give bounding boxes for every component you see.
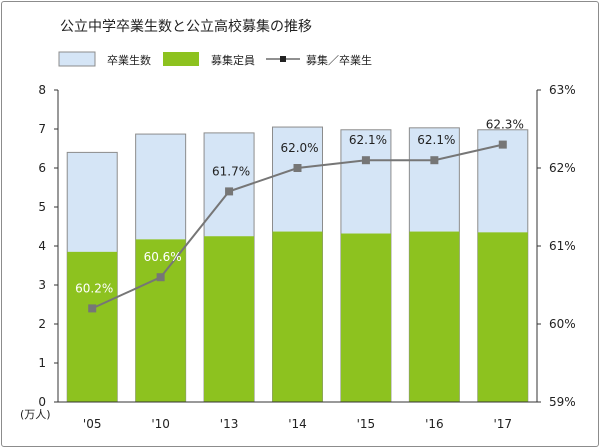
y-left-tick-label: 7 bbox=[38, 122, 46, 136]
x-tick-label: '05 bbox=[83, 417, 102, 431]
line-point-ratio bbox=[156, 273, 165, 282]
legend-label-capacity: 募集定員 bbox=[211, 53, 255, 67]
line-point-ratio bbox=[88, 304, 97, 313]
data-label-ratio: 62.0% bbox=[280, 141, 318, 155]
y-right-tick-label: 63% bbox=[549, 83, 576, 97]
bar-capacity bbox=[204, 236, 255, 402]
bar-capacity bbox=[340, 233, 391, 402]
bar-capacity bbox=[67, 251, 118, 402]
legend-swatch-graduates bbox=[58, 51, 96, 67]
y-left-tick-label: 5 bbox=[38, 200, 46, 214]
line-point-ratio bbox=[498, 140, 507, 149]
bar-capacity bbox=[135, 239, 186, 402]
x-tick-label: '10 bbox=[151, 417, 170, 431]
data-label-ratio: 60.2% bbox=[75, 281, 113, 295]
data-label-ratio: 62.3% bbox=[486, 118, 524, 132]
bar-capacity bbox=[477, 232, 528, 402]
line-point-ratio bbox=[225, 187, 234, 196]
y-left-tick-label: 3 bbox=[38, 278, 46, 292]
y-left-tick-label: 6 bbox=[38, 161, 46, 175]
data-label-ratio: 62.1% bbox=[417, 133, 455, 147]
bar-capacity bbox=[272, 231, 323, 402]
data-label-ratio: 61.7% bbox=[212, 164, 250, 178]
x-tick-label: '14 bbox=[288, 417, 307, 431]
y-right-tick-label: 60% bbox=[549, 317, 576, 331]
legend-label-graduates: 卒業生数 bbox=[107, 53, 151, 67]
data-label-ratio: 62.1% bbox=[349, 133, 387, 147]
y-right-tick-label: 59% bbox=[549, 395, 576, 409]
legend-swatch-capacity bbox=[163, 52, 199, 66]
x-tick-label: '13 bbox=[220, 417, 239, 431]
y-left-tick-label: 1 bbox=[38, 356, 46, 370]
plot-area: 0 1 2 3 4 5 6 7 8 59% 60% 61% 62% 63% '05 '10 '13 '14 '15 '… bbox=[38, 83, 575, 431]
line-point-ratio bbox=[361, 156, 370, 165]
y-left-tick-label: 2 bbox=[38, 317, 46, 331]
legend-label-ratio: 募集／卒業生 bbox=[306, 53, 372, 67]
legend: 卒業生数 募集定員 募集／卒業生 bbox=[58, 51, 372, 67]
y-left-unit: (万人) bbox=[20, 408, 51, 421]
x-tick-label: '15 bbox=[357, 417, 376, 431]
legend-marker-ratio bbox=[280, 56, 286, 62]
data-label-ratio: 60.6% bbox=[144, 250, 182, 264]
line-point-ratio bbox=[430, 156, 439, 165]
line-point-ratio bbox=[293, 164, 302, 172]
y-left-tick-label: 4 bbox=[38, 239, 46, 253]
x-tick-label: '17 bbox=[493, 417, 512, 431]
y-left-tick-label: 0 bbox=[38, 395, 46, 409]
bar-capacity bbox=[409, 231, 460, 402]
y-right-tick-label: 61% bbox=[549, 239, 576, 253]
chart-title: 公立中学卒業生数と公立高校募集の推移 bbox=[60, 18, 312, 35]
x-tick-label: '16 bbox=[425, 417, 444, 431]
y-right-tick-label: 62% bbox=[549, 161, 576, 175]
y-left-tick-label: 8 bbox=[38, 83, 46, 97]
